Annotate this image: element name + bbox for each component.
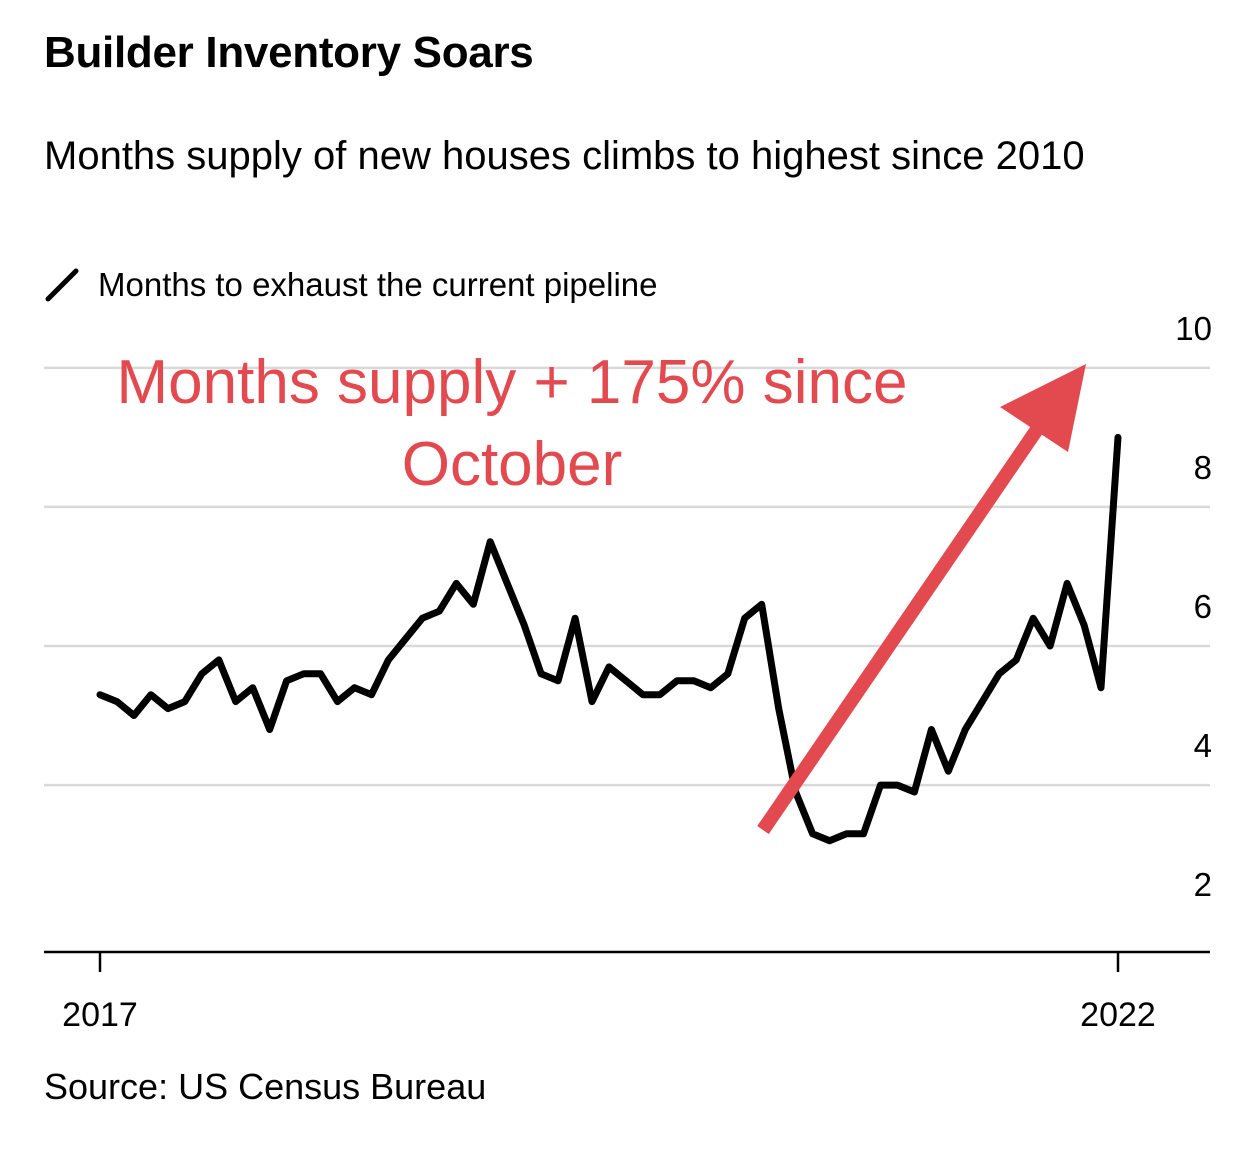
legend: Months to exhaust the current pipeline [44, 266, 658, 304]
x-tick-label: 2022 [1080, 996, 1156, 1034]
legend-line-icon [45, 268, 79, 302]
y-tick-label: 4 [1194, 727, 1212, 764]
annotation-text-line-1: Months supply + 175% since [117, 348, 908, 417]
legend-label: Months to exhaust the current pipeline [98, 266, 658, 303]
line-chart: 2 4 6 8 10 2017 2022 Months supply + 175% sin… [44, 310, 1212, 1034]
series-points [99, 437, 1119, 841]
annotation-arrow-head [1000, 364, 1086, 452]
gridlines [44, 366, 1210, 787]
y-axis-tick-labels: 2 4 6 8 10 [1175, 310, 1212, 903]
annotation: Months supply + 175% since October [117, 348, 1086, 834]
y-tick-label: 8 [1194, 449, 1212, 486]
x-axis-ticks: 2017 2022 [62, 952, 1156, 1034]
y-tick-label: 6 [1194, 588, 1212, 625]
chart-title: Builder Inventory Soars [44, 28, 534, 77]
x-tick-label: 2017 [62, 996, 138, 1034]
y-tick-label: 2 [1194, 866, 1212, 903]
annotation-arrow-shaft [757, 421, 1046, 834]
annotation-text-line-2: October [402, 430, 623, 499]
chart-subtitle: Months supply of new houses climbs to hi… [44, 134, 1085, 178]
y-tick-label: 10 [1175, 310, 1212, 347]
source-note: Source: US Census Bureau [44, 1066, 487, 1107]
